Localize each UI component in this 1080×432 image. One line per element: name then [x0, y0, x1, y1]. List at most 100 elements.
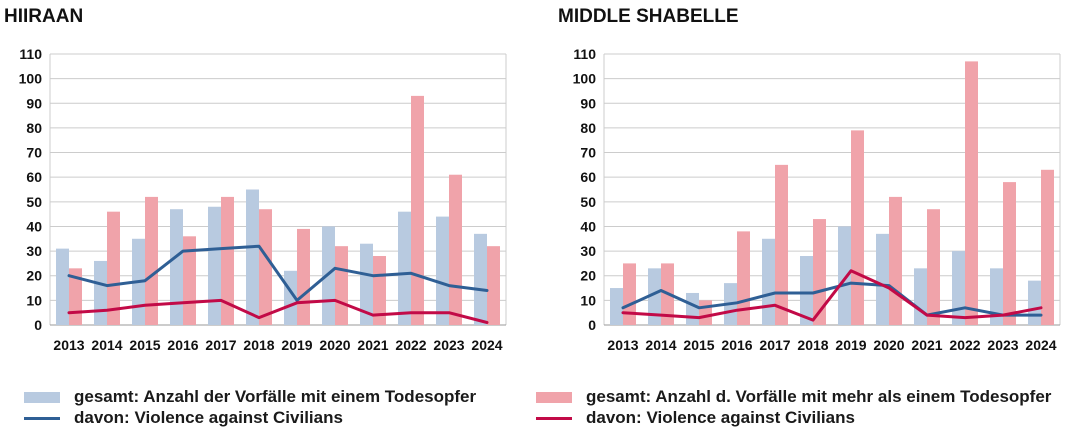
chart1-bar-single — [170, 209, 183, 325]
chart1-x-tick-label: 2014 — [91, 337, 122, 353]
chart1-bar-multi — [487, 246, 500, 325]
chart1-bar-single — [56, 248, 69, 325]
chart1-line-civilians-single — [67, 244, 489, 302]
chart2-y-tick-label: 110 — [573, 46, 596, 62]
chart2-y-tick-label: 90 — [580, 95, 596, 111]
chart2-y-tick-label: 20 — [580, 268, 596, 284]
chart2-x-tick-label: 2013 — [607, 337, 638, 353]
chart2-bar-multi — [965, 61, 978, 326]
chart2-x-tick-label: 2014 — [645, 337, 676, 353]
chart1-y-tick-label: 110 — [19, 46, 42, 62]
legend-label-multi: gesamt: Anzahl d. Vorfälle mit mehr als … — [586, 387, 1052, 406]
chart2-bar-single — [914, 268, 927, 325]
chart1-title: HIIRAAN — [4, 6, 83, 27]
chart1-x-tick-label: 2020 — [319, 337, 350, 353]
chart1-x-tick-label: 2013 — [53, 337, 84, 353]
chart2-bar-multi — [851, 130, 864, 325]
chart2-line-civilians-single — [621, 281, 1043, 317]
chart1-x-tick-label: 2022 — [395, 337, 426, 353]
chart2-bar-single — [648, 268, 661, 325]
chart2-bar-single — [1028, 280, 1041, 325]
chart1-bar-single — [398, 211, 411, 325]
chart1-bar-multi — [297, 228, 310, 325]
chart1-bar-single — [474, 233, 487, 325]
legend-swatch-multi-bar — [536, 391, 572, 403]
chart2-y-tick-label: 10 — [580, 292, 596, 308]
chart2-bar-multi — [889, 196, 902, 325]
legend-label-single: gesamt: Anzahl der Vorfälle mit einem To… — [74, 387, 477, 406]
chart2-y-tick-label: 0 — [588, 317, 596, 333]
chart1-y-tick-label: 90 — [26, 95, 42, 111]
chart2-x-tick-label: 2018 — [797, 337, 828, 353]
chart2-bar-single — [952, 251, 965, 325]
chart2-bar-multi — [699, 300, 712, 325]
legend-label-civilians-red: davon: Violence against Civilians — [586, 408, 855, 427]
chart2-bar-single — [838, 226, 851, 325]
chart2-bar-single — [990, 268, 1003, 325]
chart1-x-tick-label: 2024 — [471, 337, 502, 353]
chart2-title: MIDDLE SHABELLE — [558, 6, 739, 27]
legend-swatch-single-bar — [24, 391, 60, 403]
chart1-bar-single — [436, 216, 449, 325]
chart2-x-tick-label: 2024 — [1025, 337, 1056, 353]
chart1-bar-multi — [373, 256, 386, 325]
chart2-x-tick-label: 2016 — [721, 337, 752, 353]
chart1-y-tick-label: 0 — [34, 317, 42, 333]
chart1-y-tick-label: 70 — [26, 145, 42, 161]
chart1-bar-multi — [449, 174, 462, 325]
chart1-x-tick-label: 2016 — [167, 337, 198, 353]
chart2-x-tick-label: 2021 — [911, 337, 942, 353]
chart2-y-tick-label: 60 — [580, 169, 596, 185]
chart2-y-tick-label: 40 — [580, 218, 596, 234]
chart1-bar-single — [94, 260, 107, 325]
chart1-bar-multi — [335, 246, 348, 325]
chart1-y-tick-label: 50 — [26, 194, 42, 210]
chart1-x-tick-label: 2023 — [433, 337, 464, 353]
chart1-y-tick-label: 80 — [26, 120, 42, 136]
chart2-bar-multi — [775, 164, 788, 325]
chart1-bar-single — [246, 189, 259, 325]
chart1-x-tick-label: 2015 — [129, 337, 160, 353]
chart2-bar-single — [876, 233, 889, 325]
chart2-x-tick-label: 2017 — [759, 337, 790, 353]
chart1-y-tick-label: 10 — [26, 292, 42, 308]
chart1-x-tick-label: 2021 — [357, 337, 388, 353]
chart1-bar-multi — [107, 211, 120, 325]
chart1-x-tick-label: 2018 — [243, 337, 274, 353]
legend-item-hiiraan-civilians: davon: Violence against Civilians — [24, 408, 343, 428]
chart2-x-tick-label: 2015 — [683, 337, 714, 353]
chart1-bar-multi — [411, 95, 424, 325]
chart2-bar-single — [610, 288, 623, 325]
chart2-y-tick-label: 30 — [580, 243, 596, 259]
chart2-y-tick-label: 50 — [580, 194, 596, 210]
chart1-y-tick-label: 100 — [19, 71, 43, 87]
chart2-x-tick-label: 2019 — [835, 337, 866, 353]
chart2-x-tick-label: 2023 — [987, 337, 1018, 353]
chart1-bar-multi — [259, 209, 272, 325]
chart1-y-tick-label: 30 — [26, 243, 42, 259]
chart2-x-tick-label: 2020 — [873, 337, 904, 353]
chart1-y-tick-label: 40 — [26, 218, 42, 234]
chart2-bar-multi — [1003, 182, 1016, 325]
legend-swatch-blue-line — [24, 416, 60, 420]
chart2-bar-multi — [623, 263, 636, 325]
chart2-bar-multi — [1041, 169, 1054, 325]
chart2-bar-single — [762, 238, 775, 325]
chart2-x-tick-label: 2022 — [949, 337, 980, 353]
legend-item-multi-victim: gesamt: Anzahl d. Vorfälle mit mehr als … — [536, 387, 1051, 407]
chart1-y-tick-label: 60 — [26, 169, 42, 185]
chart1-bar-single — [208, 206, 221, 325]
chart2-bar-multi — [927, 209, 940, 325]
chart1-y-tick-label: 20 — [26, 268, 42, 284]
chart2-y-tick-label: 70 — [580, 145, 596, 161]
chart2-bar-single — [686, 292, 699, 325]
chart2-line-civilians-multi — [621, 269, 1043, 322]
chart1-x-tick-label: 2017 — [205, 337, 236, 353]
chart1-bar-multi — [145, 196, 158, 325]
chart1-bar-single — [360, 243, 373, 325]
legend-item-shabelle-civilians: davon: Violence against Civilians — [536, 408, 855, 428]
chart2-bar-multi — [813, 219, 826, 325]
chart2-bar-single — [800, 256, 813, 325]
legend-item-single-victim: gesamt: Anzahl der Vorfälle mit einem To… — [24, 387, 476, 407]
